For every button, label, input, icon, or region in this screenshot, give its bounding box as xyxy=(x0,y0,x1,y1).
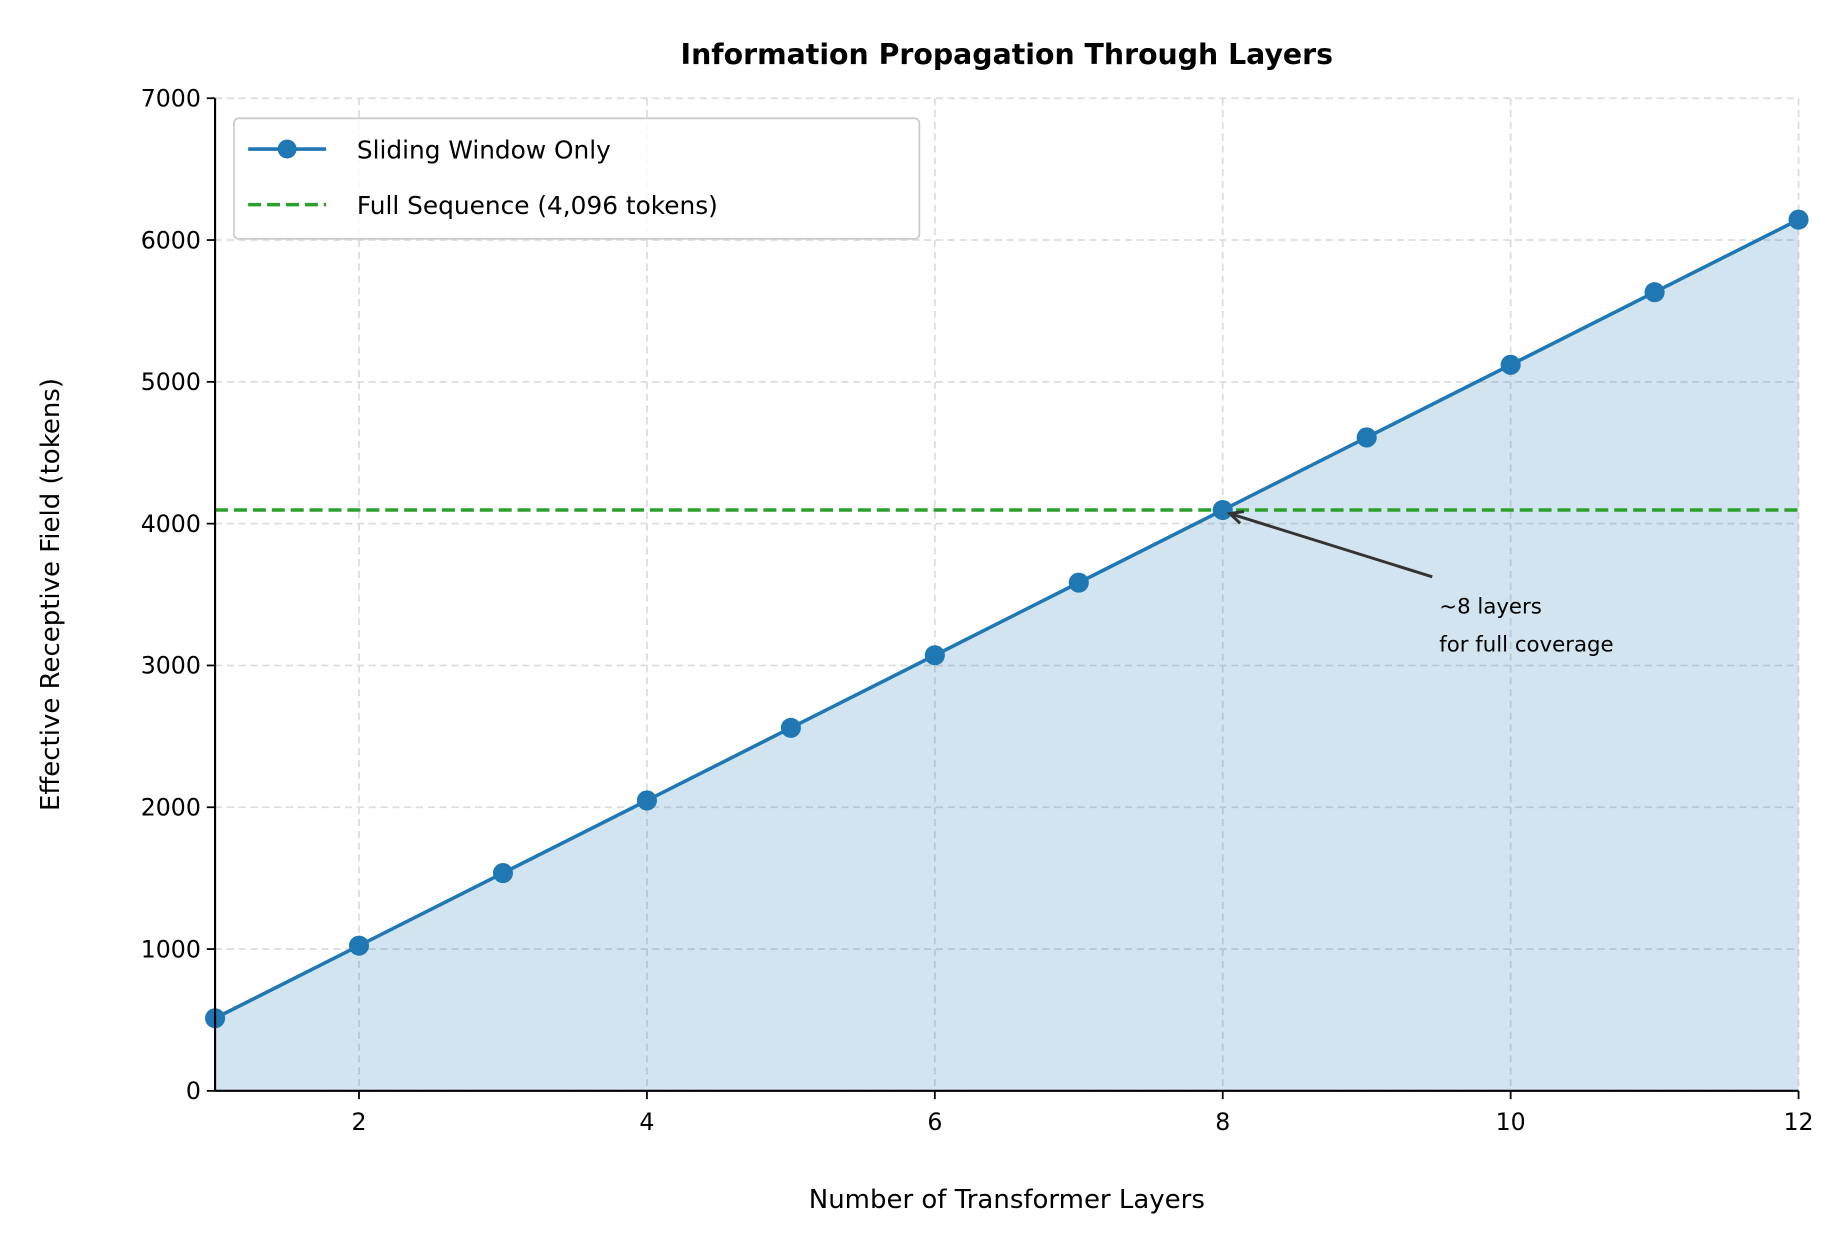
y-tick-label: 4000 xyxy=(141,510,201,538)
x-axis-label: Number of Transformer Layers xyxy=(809,1185,1205,1215)
data-point xyxy=(780,717,801,738)
legend-label-sliding-window: Sliding Window Only xyxy=(357,136,611,165)
x-tick-label: 2 xyxy=(352,1108,367,1136)
legend-marker-sliding-window xyxy=(277,139,297,159)
legend: Sliding Window Only Full Sequence (4,096… xyxy=(233,117,921,240)
x-tick-label: 4 xyxy=(639,1108,654,1136)
annotation-arrow xyxy=(1229,512,1433,579)
data-point xyxy=(924,645,945,666)
area-fill-sliding-window xyxy=(215,219,1799,1091)
data-point xyxy=(1500,354,1521,375)
data-point xyxy=(1068,572,1089,593)
data-point xyxy=(492,863,514,884)
x-tick-label: 8 xyxy=(1215,1108,1230,1136)
chart-title: Information Propagation Through Layers xyxy=(681,38,1334,71)
y-tick-label: 3000 xyxy=(141,652,201,680)
data-point xyxy=(1212,499,1233,521)
x-tick-label: 10 xyxy=(1496,1108,1526,1136)
y-tick-label: 5000 xyxy=(141,368,201,396)
y-tick-label: 0 xyxy=(186,1077,201,1105)
x-tick-label: 12 xyxy=(1784,1108,1814,1136)
y-tick-label: 2000 xyxy=(141,794,201,822)
data-point xyxy=(1788,209,1809,230)
data-point xyxy=(1644,282,1665,303)
data-point xyxy=(1356,427,1377,448)
data-point xyxy=(636,790,657,811)
annotation-arrow-head xyxy=(1226,510,1245,525)
data-point xyxy=(348,935,370,956)
annotation-line-2: for full coverage xyxy=(1439,632,1613,657)
x-tick-label: 6 xyxy=(927,1108,942,1136)
y-axis-label: Effective Receptive Field (tokens) xyxy=(36,378,66,811)
axes xyxy=(214,98,1799,1092)
y-tick-label: 7000 xyxy=(141,85,201,113)
y-tick-label: 6000 xyxy=(141,226,201,254)
legend-label-full-sequence: Full Sequence (4,096 tokens) xyxy=(357,191,718,220)
y-tick-label: 1000 xyxy=(141,935,201,963)
annotation: ~8 layers for full coverage xyxy=(1226,510,1614,657)
sliding-window-line xyxy=(214,218,1800,1020)
annotation-line-1: ~8 layers xyxy=(1439,594,1542,619)
